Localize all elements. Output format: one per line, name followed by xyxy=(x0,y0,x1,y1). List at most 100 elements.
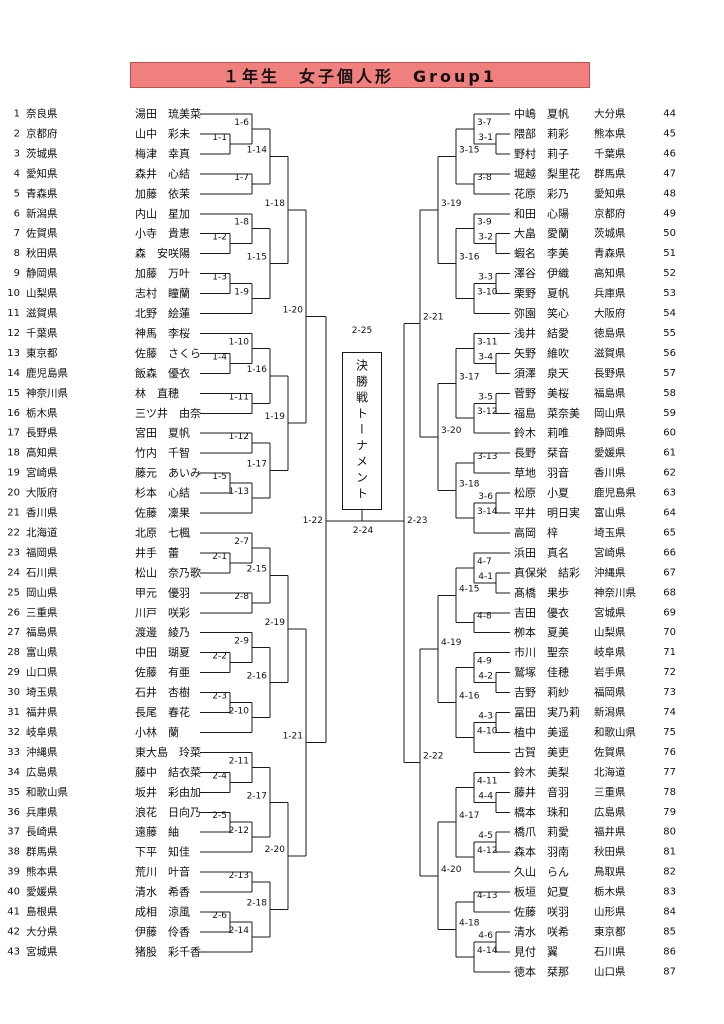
prefecture: 愛媛県 xyxy=(594,446,626,459)
prefecture: 静岡県 xyxy=(26,267,58,280)
participant-name: 志村 瞳蘭 xyxy=(135,286,190,300)
match-label: 2-17 xyxy=(247,791,267,801)
match-label: 1-10 xyxy=(229,337,250,347)
match-label: 3-9 xyxy=(477,218,492,228)
seed-number: 2 xyxy=(14,128,20,139)
prefecture: 鹿児島県 xyxy=(594,486,636,499)
participant-name: 山中 彩未 xyxy=(135,127,190,140)
seed-number: 11 xyxy=(7,308,20,319)
seed-number: 39 xyxy=(7,867,20,878)
match-label: 2-21 xyxy=(423,312,443,322)
participant-name: 中田 瑚夏 xyxy=(135,646,190,659)
seed-number: 70 xyxy=(663,627,676,638)
match-label: 3-6 xyxy=(478,492,493,502)
seed-number: 57 xyxy=(663,368,676,379)
seed-number: 21 xyxy=(7,508,20,519)
match-label: 1-14 xyxy=(247,145,268,155)
participant-name: 菅野 美桜 xyxy=(514,386,569,400)
match-label: 1-21 xyxy=(283,731,303,741)
seed-number: 26 xyxy=(7,607,20,618)
seed-number: 3 xyxy=(14,148,20,159)
prefecture: 滋賀県 xyxy=(594,346,626,359)
prefecture: 岐阜県 xyxy=(26,725,58,738)
participant-name: 吉田 優衣 xyxy=(514,605,569,619)
seed-number: 75 xyxy=(663,727,676,738)
participant-name: 鈴木 莉唯 xyxy=(514,426,569,440)
participant-name: 栗野 夏帆 xyxy=(514,286,569,300)
prefecture: 鹿児島県 xyxy=(26,366,68,379)
match-label: 1-15 xyxy=(247,253,267,263)
prefecture: 山口県 xyxy=(26,667,58,679)
seed-number: 79 xyxy=(663,807,676,818)
seed-number: 8 xyxy=(14,248,20,259)
seed-number: 50 xyxy=(663,228,676,239)
participant-name: 福島 菜奈美 xyxy=(514,406,580,420)
match-label: 3-11 xyxy=(477,337,497,347)
seed-number: 38 xyxy=(7,847,20,858)
seed-number: 4 xyxy=(14,168,20,179)
match-label: 1-13 xyxy=(229,487,249,497)
participant-name: 井手 蕾 xyxy=(135,545,179,559)
prefecture: 兵庫県 xyxy=(594,287,626,300)
seed-number: 33 xyxy=(7,747,20,758)
match-label: 4-20 xyxy=(441,865,462,875)
seed-number: 78 xyxy=(663,787,676,798)
seed-number: 87 xyxy=(663,966,676,977)
participant-name: 橋爪 莉愛 xyxy=(514,825,569,839)
seed-number: 6 xyxy=(14,208,20,219)
seed-number: 74 xyxy=(663,707,676,718)
seed-number: 16 xyxy=(7,408,20,419)
prefecture: 和歌山県 xyxy=(594,725,636,738)
title-banner: １年生 女子個人形 Group1 xyxy=(130,62,590,88)
prefecture: 石川県 xyxy=(26,567,58,579)
participant-name: 橋本 珠和 xyxy=(514,805,569,819)
participant-name: 弥園 笑心 xyxy=(514,306,569,320)
prefecture: 宮城県 xyxy=(26,945,58,958)
match-label: 4-12 xyxy=(477,846,497,856)
prefecture: 茨城県 xyxy=(594,227,626,240)
match-label: 3-1 xyxy=(478,133,493,143)
participant-name: 小林 蘭 xyxy=(135,725,179,739)
prefecture: 愛媛県 xyxy=(26,885,58,898)
participant-name: 荒川 叶音 xyxy=(135,865,190,879)
seed-number: 51 xyxy=(663,248,676,259)
prefecture: 長崎県 xyxy=(26,825,58,838)
prefecture: 埼玉県 xyxy=(26,686,58,699)
participant-name: 佐藤 さくら xyxy=(135,346,201,360)
participant-name: 髙橋 果歩 xyxy=(514,585,569,599)
participant-name: 猪股 彩千香 xyxy=(135,945,201,958)
participant-name: 藤中 結衣菜 xyxy=(135,765,201,779)
match-label: 1-8 xyxy=(234,218,249,228)
prefecture: 北海道 xyxy=(594,765,626,778)
prefecture: 山形県 xyxy=(594,906,626,918)
seed-number: 22 xyxy=(7,527,20,538)
match-label: 1-7 xyxy=(234,173,249,183)
seed-number: 20 xyxy=(7,488,20,499)
participant-name: 古賀 美吏 xyxy=(514,746,569,759)
prefecture: 福島県 xyxy=(594,386,626,399)
seed-number: 61 xyxy=(663,448,676,459)
seed-number: 43 xyxy=(7,946,20,957)
participant-name: 和田 心陽 xyxy=(514,207,569,220)
match-label: 1-3 xyxy=(212,273,227,283)
match-label: 3-14 xyxy=(477,507,498,517)
prefecture: 千葉県 xyxy=(594,147,626,160)
participant-name: 加藤 万叶 xyxy=(135,267,190,280)
match-label: 2-4 xyxy=(212,771,227,781)
prefecture: 山口県 xyxy=(594,966,626,978)
seed-number: 76 xyxy=(663,747,676,758)
prefecture: 新潟県 xyxy=(594,706,626,719)
prefecture: 熊本県 xyxy=(26,865,58,878)
prefecture: 愛知県 xyxy=(594,187,626,200)
participant-name: 見付 翼 xyxy=(514,945,558,958)
participant-name: 真保栄 結彩 xyxy=(514,565,580,579)
seed-number: 80 xyxy=(663,827,676,838)
seed-number: 36 xyxy=(7,807,20,818)
prefecture: 東京都 xyxy=(26,346,58,359)
seed-number: 29 xyxy=(7,667,20,678)
prefecture: 香川県 xyxy=(594,467,626,479)
seed-number: 54 xyxy=(663,308,676,319)
match-label: 4-6 xyxy=(478,931,493,941)
participant-name: 板垣 妃夏 xyxy=(514,885,569,899)
